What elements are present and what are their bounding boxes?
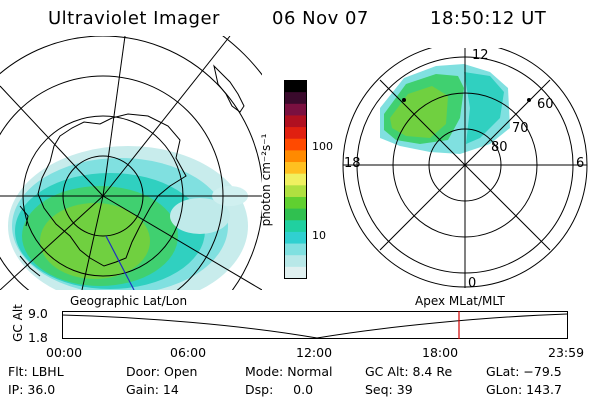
dsp-value: Dsp: 0.0 [245, 382, 314, 397]
mlt-label-12: 12 [472, 48, 489, 63]
time-tick-0600: 06:00 [170, 345, 207, 360]
glat-value: GLat: −79.5 [486, 364, 562, 379]
colorbar-band [284, 220, 307, 233]
mlt-label-0: 0 [468, 276, 477, 291]
colorbar-band [284, 80, 307, 93]
instrument-title: Ultraviolet Imager [48, 8, 220, 29]
colorbar-band [284, 150, 307, 163]
magnetic-image-panel [342, 48, 588, 288]
geo-grid [0, 36, 262, 290]
apex-caption: Apex MLat/MLT [415, 294, 505, 308]
ip-value: IP: 36.0 [8, 382, 56, 397]
colorbar-tick-10: 10 [312, 229, 326, 242]
geo-coastline [19, 64, 245, 277]
mlat-label-80: 80 [491, 140, 508, 155]
colorbar-band [284, 196, 307, 210]
time-tick-1800: 18:00 [422, 345, 459, 360]
mlt-label-6: 6 [576, 156, 585, 171]
colorbar-band [284, 162, 307, 175]
colorbar-band [284, 185, 307, 198]
mlat-label-70: 70 [512, 121, 529, 136]
mode-value: Mode: Normal [245, 364, 333, 379]
colorbar-unit-label: photon cm⁻²s⁻¹ [259, 133, 273, 227]
time-tick-1200: 12:00 [296, 345, 333, 360]
colorbar-band [284, 115, 307, 128]
gain-value: Gain: 14 [126, 382, 179, 397]
glon-value: GLon: 143.7 [486, 382, 562, 397]
colorbar-band [284, 127, 307, 140]
geographic-caption: Geographic Lat/Lon [70, 294, 188, 308]
colorbar-band [284, 92, 307, 105]
colorbar-band [284, 173, 307, 186]
mag-grid [342, 48, 588, 288]
filter-value: Flt: LBHL [8, 364, 64, 379]
time-label: 18:50:12 UT [430, 8, 547, 29]
colorbar-band [284, 231, 307, 245]
geo-emission [8, 146, 248, 290]
date-label: 06 Nov 07 [272, 8, 369, 29]
colorbar-band [284, 103, 307, 116]
gc-alt-value: GC Alt: 8.4 Re [365, 364, 453, 379]
door-value: Door: Open [126, 364, 198, 379]
colorbar-band [284, 266, 307, 279]
colorbar-band [284, 255, 307, 268]
seq-value: Seq: 39 [365, 382, 413, 397]
colorbar-band [284, 243, 307, 256]
alt-tick-9: 9.0 [28, 306, 48, 321]
colorbar-tick-100: 100 [312, 140, 333, 153]
time-tick-0000: 00:00 [46, 345, 83, 360]
altitude-plot [62, 311, 568, 339]
geographic-image-panel [0, 36, 262, 290]
mlt-label-18: 18 [344, 156, 361, 171]
status-footer: Flt: LBHL IP: 36.0 Door: Open Gain: 14 M… [0, 360, 600, 400]
alt-tick-1-8: 1.8 [28, 330, 48, 345]
colorbar-band [284, 138, 307, 151]
title-bar: Ultraviolet Imager 06 Nov 07 18:50:12 UT [0, 4, 600, 34]
colorbar [284, 80, 307, 279]
colorbar-band [284, 208, 307, 221]
altitude-ylabel: GC Alt [11, 304, 25, 342]
time-tick-2359: 23:59 [548, 345, 585, 360]
geo-track [105, 235, 135, 290]
mlat-label-60: 60 [537, 97, 554, 112]
